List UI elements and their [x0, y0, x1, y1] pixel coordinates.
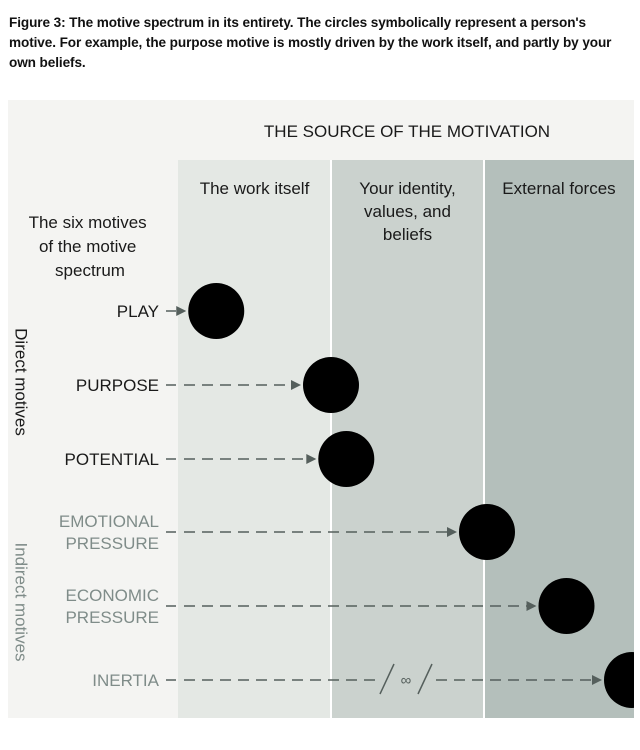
motive-label-line: POTENTIAL: [65, 450, 159, 469]
motive-circle: [604, 652, 634, 708]
motive-row-economic-pressure: ECONOMIC PRESSURE: [65, 578, 595, 634]
direct-motives-label: Direct motives: [12, 328, 31, 436]
column-label-line: External forces: [502, 179, 615, 198]
motive-label-line: PRESSURE: [65, 608, 159, 627]
motive-circle: [459, 504, 515, 560]
motives-intro-line: of the motive: [39, 237, 136, 256]
arrow-head: [447, 527, 457, 537]
motive-label-line: PRESSURE: [65, 534, 159, 553]
column-label-line: The work itself: [200, 179, 310, 198]
motive-row-emotional-pressure: EMOTIONAL PRESSURE: [59, 504, 515, 560]
arrow-head: [291, 380, 301, 390]
motives-intro-label: The six motives of the motive spectrum: [29, 213, 152, 280]
motive-row-play: PLAY: [117, 283, 245, 339]
groups-layer: Direct motives Indirect motives: [12, 328, 31, 661]
motive-circle: [538, 578, 595, 634]
column-label-line: beliefs: [383, 225, 432, 244]
column-label: The work itself: [200, 179, 310, 198]
motive-label: ECONOMIC PRESSURE: [65, 586, 159, 627]
axis-break-slash: [379, 663, 395, 695]
columns-layer: [178, 160, 634, 718]
motive-label-line: ECONOMIC: [66, 586, 160, 605]
infinity-symbol: ∞: [401, 672, 412, 689]
motive-circle: [303, 357, 359, 413]
motive-row-potential: POTENTIAL: [65, 431, 375, 487]
motives-intro-line: spectrum: [55, 261, 125, 280]
motive-label: INERTIA: [92, 671, 159, 690]
motive-row-purpose: PURPOSE: [76, 357, 359, 413]
column-label: Your identity, values, and beliefs: [359, 179, 455, 244]
arrow-head: [176, 306, 187, 316]
arrow-head: [526, 601, 537, 611]
motive-label: EMOTIONAL PRESSURE: [59, 512, 159, 553]
column-labels-layer: The work itself Your identity, values, and…: [200, 179, 616, 244]
column-label-line: Your identity,: [359, 179, 455, 198]
arrow-head: [306, 454, 317, 464]
indirect-motives-label: Indirect motives: [12, 542, 31, 661]
motive-spectrum-figure: THE SOURCE OF THE MOTIVATION The work it…: [8, 100, 634, 718]
motive-label: POTENTIAL: [65, 450, 159, 469]
motive-label-line: INERTIA: [92, 671, 159, 690]
figure-caption: Figure 3: The motive spectrum in its ent…: [9, 15, 612, 70]
motive-row-inertia: INERTIA ∞: [92, 652, 634, 708]
source-column-1: [178, 160, 331, 718]
motive-circle: [318, 431, 375, 487]
source-header: THE SOURCE OF THE MOTIVATION: [264, 122, 550, 141]
source-column-3: [484, 160, 634, 718]
motive-circle: [188, 283, 245, 339]
motives-intro-line: The six motives: [29, 213, 147, 232]
column-label-line: values, and: [364, 202, 451, 221]
motive-spectrum-diagram: THE SOURCE OF THE MOTIVATION The work it…: [12, 122, 634, 718]
motive-label-line: EMOTIONAL: [59, 512, 159, 531]
motive-label: PURPOSE: [76, 376, 159, 395]
motive-label-line: PURPOSE: [76, 376, 159, 395]
arrow-head: [592, 675, 602, 685]
column-label: External forces: [502, 179, 615, 198]
motive-label: PLAY: [117, 302, 159, 321]
motive-label-line: PLAY: [117, 302, 159, 321]
axis-break-slash: [417, 663, 433, 695]
